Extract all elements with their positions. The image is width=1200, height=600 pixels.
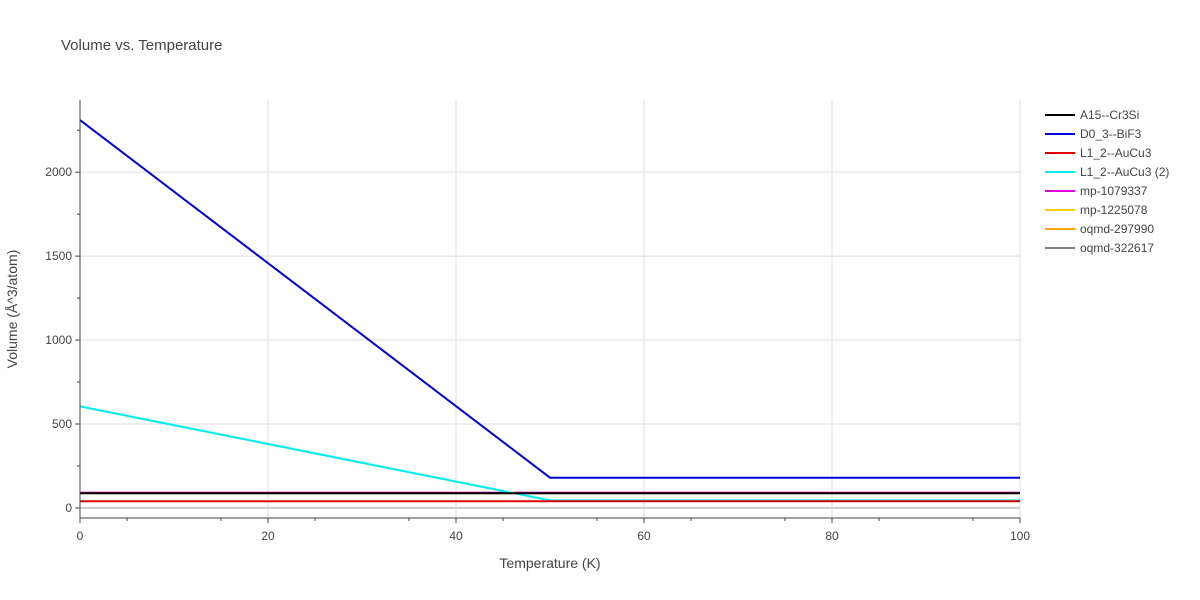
legend-label: mp-1079337 [1080, 184, 1148, 198]
legend-item[interactable]: D0_3--BiF3 [1045, 127, 1142, 141]
legend-label: D0_3--BiF3 [1080, 127, 1142, 141]
x-tick-label: 40 [449, 529, 463, 543]
y-tick-labels: 0 500 1000 1500 2000 [45, 165, 72, 515]
legend-item[interactable]: A15--Cr3Si [1045, 108, 1139, 122]
x-tick-labels: 0 20 40 60 80 100 [77, 529, 1031, 543]
x-axis-label: Temperature (K) [499, 555, 600, 571]
legend-item[interactable]: mp-1079337 [1045, 184, 1148, 198]
x-tick-label: 60 [637, 529, 651, 543]
y-tick-label: 1000 [45, 333, 72, 347]
legend-label: L1_2--AuCu3 [1080, 146, 1152, 160]
chart-title: Volume vs. Temperature [61, 37, 222, 54]
legend-item[interactable]: mp-1225078 [1045, 203, 1148, 217]
y-tick-label: 0 [65, 501, 72, 515]
legend-item[interactable]: oqmd-297990 [1045, 222, 1154, 236]
axes [75, 100, 1021, 523]
grid-lines [80, 100, 1021, 518]
legend[interactable]: A15--Cr3Si D0_3--BiF3 L1_2--AuCu3 L1_2--AuC… [1045, 108, 1169, 255]
legend-item[interactable]: L1_2--AuCu3 (2) [1045, 165, 1169, 179]
x-tick-label: 0 [77, 529, 84, 543]
y-tick-label: 500 [52, 417, 72, 431]
legend-label: mp-1225078 [1080, 203, 1148, 217]
series-line-l1-2-aucu3-2- [79, 405, 1020, 502]
legend-label: L1_2--AuCu3 (2) [1080, 165, 1169, 179]
y-tick-label: 1500 [45, 249, 72, 263]
legend-label: oqmd-297990 [1080, 222, 1154, 236]
legend-label: A15--Cr3Si [1080, 108, 1139, 122]
legend-item[interactable]: L1_2--AuCu3 [1045, 146, 1152, 160]
series-line-d0-3-bif3 [79, 119, 1020, 479]
x-tick-label: 80 [825, 529, 839, 543]
y-axis-label: Volume (Å^3/atom) [4, 250, 20, 369]
legend-label: oqmd-322617 [1080, 241, 1154, 255]
x-tick-label: 100 [1010, 529, 1030, 543]
legend-item[interactable]: oqmd-322617 [1045, 241, 1154, 255]
y-tick-label: 2000 [45, 165, 72, 179]
series-lines [79, 119, 1020, 503]
x-tick-label: 20 [261, 529, 275, 543]
